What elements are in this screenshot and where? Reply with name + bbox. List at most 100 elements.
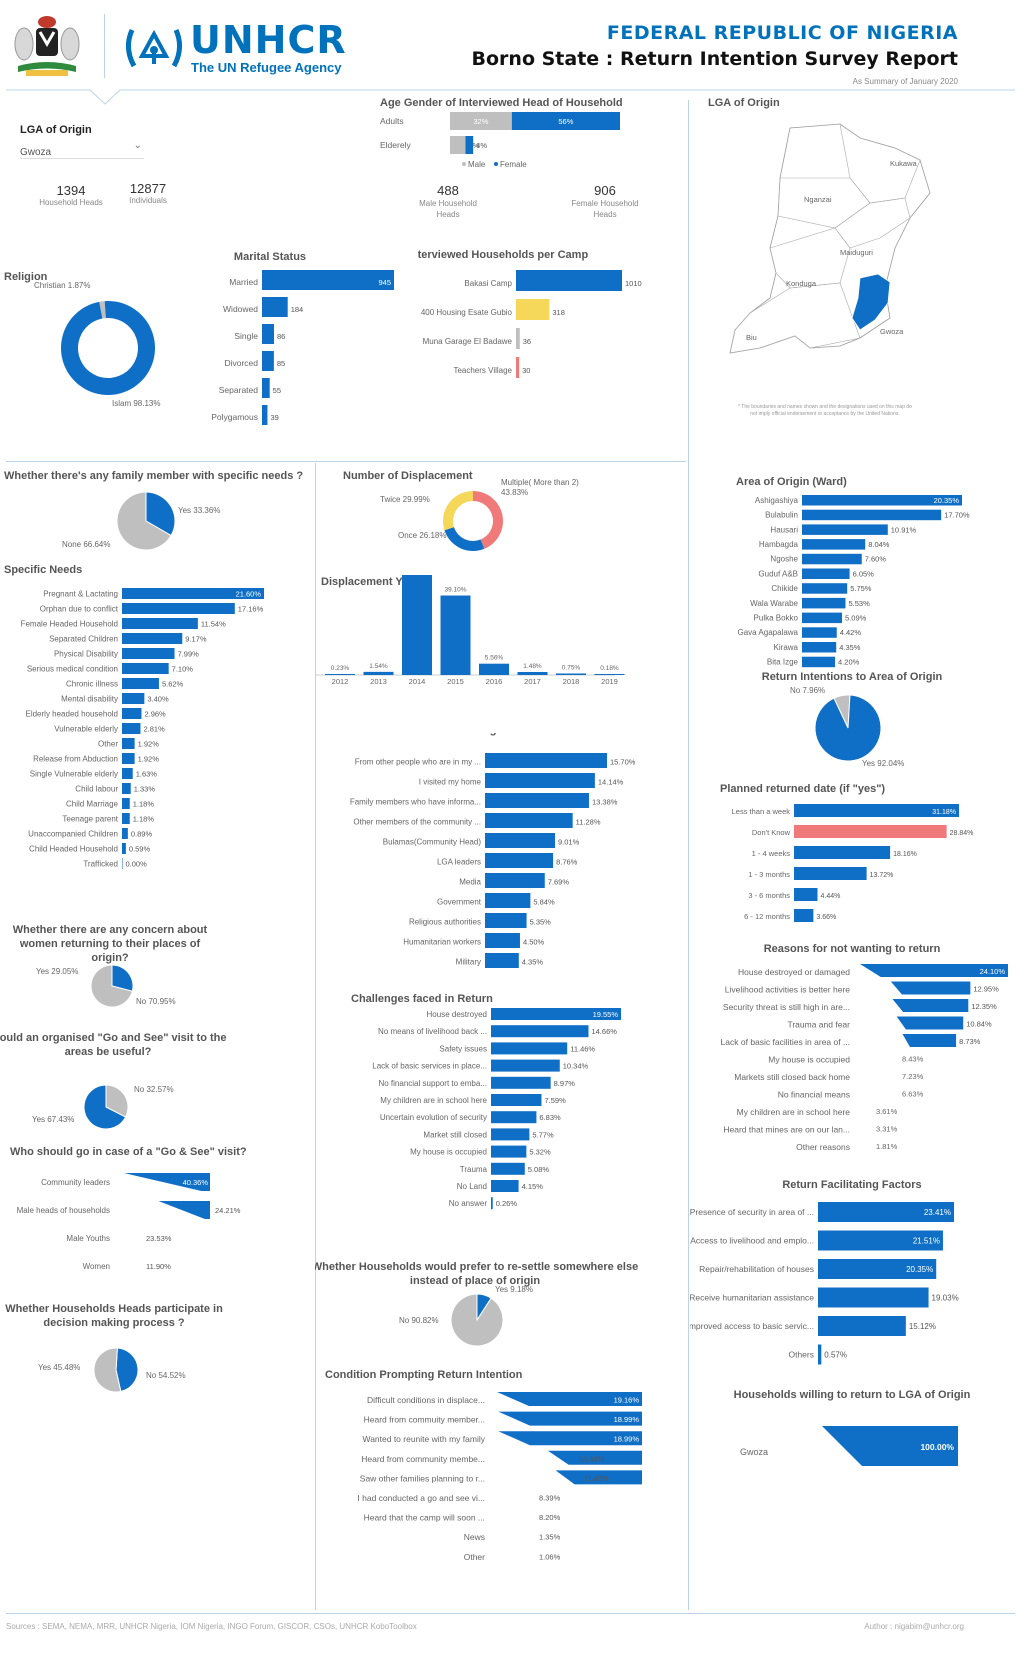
- funnel-category-label: My house is occupied: [768, 1055, 850, 1065]
- map-label: Kukawa: [890, 159, 918, 168]
- bar: [556, 673, 586, 675]
- bar-value-label: 18.16%: [893, 851, 917, 858]
- bar: [485, 833, 556, 848]
- bar-category-label: Pulka Bokko: [754, 613, 799, 622]
- chart-title: areas be useful?: [65, 1046, 152, 1058]
- bar-category-label: Child labour: [75, 784, 118, 793]
- kpi-label: Male Household Heads: [419, 199, 477, 219]
- slice-label: Yes 29.05%: [36, 967, 78, 976]
- bar: [802, 495, 962, 506]
- bar: [122, 693, 145, 704]
- bar: [802, 524, 888, 535]
- bar-value-label: 20.35%: [906, 1265, 933, 1274]
- stacked-bar: [511, 112, 620, 130]
- bar-category-label: Elderly headed household: [25, 709, 118, 718]
- kpi-female-heads: 906 Female Household Heads: [562, 183, 648, 220]
- funnel-bar: [896, 1016, 964, 1030]
- bar-value-label: 1.33%: [134, 784, 156, 793]
- bar-category-label: No financial support to emba...: [378, 1079, 487, 1088]
- bar-category-label: Orphan due to conflict: [40, 604, 119, 613]
- kpi-label: Female Household Heads: [571, 199, 639, 219]
- bar: [122, 813, 130, 824]
- funnel-category-label: No financial means: [778, 1090, 850, 1100]
- bar-value-label: 1.54%: [369, 663, 388, 670]
- bar-value-label: 1.63%: [136, 769, 158, 778]
- bar-category-label: No Land: [457, 1182, 487, 1191]
- bar-value-label: 17.70%: [944, 511, 970, 520]
- bar: [491, 1162, 525, 1175]
- bar-value-label: 21.51%: [913, 1237, 940, 1246]
- bar-category-label: Repair/rehabilitation of houses: [699, 1264, 814, 1274]
- funnel-value-label: 18.99%: [614, 1435, 640, 1444]
- map-disclaimer: not imply official endorsement or accept…: [750, 411, 899, 417]
- bar-category-label: Hausari: [770, 525, 798, 534]
- bar-value-label: 11.54%: [201, 619, 226, 628]
- bar-value-label: 13.72%: [870, 872, 894, 879]
- bar: [122, 618, 198, 629]
- country-title: FEDERAL REPUBLIC OF NIGERIA: [606, 22, 958, 44]
- bar-category-label: Other members of the community ...: [353, 817, 481, 826]
- funnel-bar: [498, 1411, 642, 1426]
- bar: [262, 378, 270, 398]
- bar-value-label: 15.12%: [909, 1322, 936, 1331]
- bar-value-label: 7.69%: [548, 877, 570, 886]
- kpi-household-heads: 1394 Household Heads: [28, 183, 114, 207]
- chart-title: Condition Prompting Return Intention: [325, 1370, 523, 1381]
- bar: [122, 678, 159, 689]
- bar: [122, 783, 131, 794]
- funnel-category-label: Security threat is still high in are...: [723, 1002, 850, 1012]
- funnel-value-label: 8.20%: [539, 1513, 561, 1522]
- bar-value-label: 39: [270, 413, 278, 422]
- resettle-chart: Whether Households would prefer to re-se…: [315, 1261, 638, 1347]
- bar-value-label: 39.10%: [444, 587, 466, 594]
- as-of-date: As Summary of January 2020: [852, 77, 958, 86]
- bar-value-label: 9.01%: [558, 837, 580, 846]
- bar: [122, 798, 130, 809]
- bar-value-label: 1.48%: [523, 663, 542, 670]
- bar-value-label: 0.26%: [496, 1199, 518, 1208]
- lga-filter-dropdown[interactable]: Gwoza ⌄: [20, 140, 144, 159]
- pie-slice: [444, 527, 485, 551]
- bar-category-label: Presence of security in area of ...: [690, 1207, 814, 1217]
- kpi-male-heads: 488 Male Household Heads: [408, 183, 488, 220]
- funnel-bar: [822, 1426, 958, 1466]
- bar-category-label: 3 - 6 months: [748, 891, 790, 900]
- bar-value-label: 15.70%: [610, 757, 636, 766]
- kpi-value: 12877: [129, 181, 167, 196]
- bar-category-label: Uncertain evolution of security: [380, 1113, 487, 1122]
- bar-category-label: Serious medical condition: [27, 664, 118, 673]
- means-info-chart: Means Information of Area of Origin is R…: [319, 733, 636, 968]
- bar-category-label: Other: [98, 739, 118, 748]
- funnel-value-label: 3.61%: [876, 1107, 898, 1116]
- willing-lga-chart: Households willing to return to LGA of O…: [734, 1390, 971, 1466]
- bar-value-label: 19.55%: [593, 1010, 619, 1019]
- bar-category-label: Single: [234, 331, 258, 341]
- bar-category-label: Married: [229, 277, 258, 287]
- bar-category-label: Release from Abduction: [33, 754, 118, 763]
- org-tagline: The UN Refugee Agency: [191, 60, 342, 75]
- x-tick-label: 2016: [486, 677, 503, 686]
- bar-category-label: House destroyed: [427, 1010, 487, 1019]
- bar: [122, 648, 175, 659]
- bar-category-label: Others: [788, 1350, 814, 1360]
- bar-category-label: Trafficked: [83, 859, 118, 868]
- bar: [794, 825, 947, 838]
- bar: [440, 595, 471, 675]
- bar: [594, 674, 625, 675]
- condition-chart: Condition Prompting Return Intention Diff…: [325, 1370, 642, 1562]
- bar-category-label: Religious authorities: [409, 917, 481, 926]
- funnel-bar: [547, 1450, 642, 1465]
- pie-slice: [473, 491, 504, 549]
- bar-category-label: Adults: [380, 116, 404, 126]
- map-label: Konduga: [786, 279, 817, 288]
- funnel-value-label: 18.99%: [614, 1415, 640, 1424]
- funnel-category-label: My children are in school here: [737, 1107, 851, 1117]
- x-tick-label: 2012: [332, 677, 349, 686]
- go-and-see-chart: Would an organised "Go and See" visit to…: [0, 1032, 226, 1130]
- bar: [122, 768, 133, 779]
- bar-category-label: No means of livelihood back ...: [378, 1027, 487, 1036]
- specific-needs-chart: Specific Needs Pregnant & Lactating 21.60%…: [4, 564, 264, 869]
- funnel-value-label: 11.90%: [146, 1262, 171, 1271]
- bar-category-label: 6 - 12 months: [744, 912, 790, 921]
